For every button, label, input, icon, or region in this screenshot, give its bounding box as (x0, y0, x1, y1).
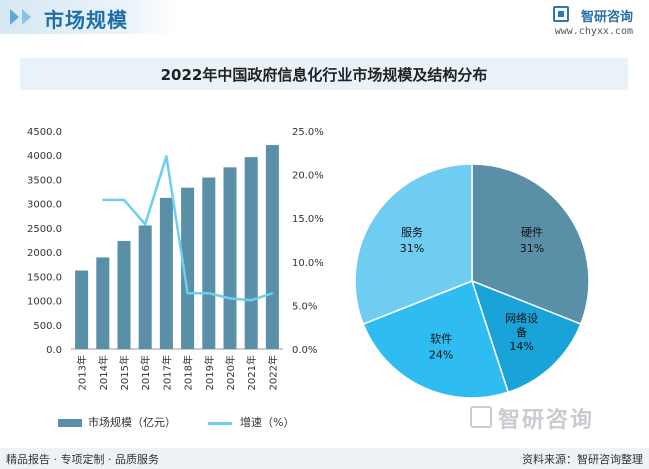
pie-slice-value: 24% (429, 349, 453, 362)
y-right-tick-label: 20.0% (292, 171, 324, 182)
growth-point (144, 223, 146, 226)
growth-point (186, 292, 189, 294)
bar (159, 197, 173, 349)
y-right-tick-label: 15.0% (292, 214, 324, 225)
pie-slice-label: 服务 (401, 226, 423, 239)
y-right-tick-label: 10.0% (292, 258, 324, 269)
growth-point (229, 297, 231, 300)
chevron-right-icon (22, 9, 31, 25)
bar (181, 187, 195, 349)
y-left-tick-label: 4000.0 (27, 151, 62, 162)
bar (202, 177, 216, 349)
growth-point (250, 299, 252, 301)
watermark-text: 智研咨询 (498, 408, 595, 433)
y-left-tick-label: 1000.0 (27, 297, 62, 308)
pie-slice (471, 163, 590, 326)
footer-source: 资料来源：智研咨询整理 (522, 453, 643, 466)
pie-slice-label: 备 (516, 325, 527, 339)
legend-swatch-line (208, 421, 232, 425)
top-header: 市场规模 智研咨询 www.chyxx.com (0, 0, 649, 37)
chart-title: 2022年中国政府信息化行业市场规模及结构分布 (160, 66, 488, 84)
growth-point (271, 292, 274, 294)
x-tick-label: 2016年 (139, 355, 152, 390)
brand-url[interactable]: www.chyxx.com (554, 26, 633, 37)
bar (117, 240, 131, 349)
x-tick-label: 2017年 (160, 355, 173, 390)
bar (138, 225, 152, 349)
pie-slice-label: 硬件 (521, 226, 543, 239)
y-left-tick-label: 2000.0 (27, 248, 62, 259)
legend-label-bar: 市场规模（亿元） (88, 416, 176, 429)
x-tick-label: 2021年 (245, 355, 258, 390)
bar (75, 270, 89, 349)
growth-point (123, 199, 125, 201)
x-tick-label: 2020年 (224, 355, 237, 390)
y-right-tick-label: 0.0% (292, 345, 317, 356)
legend-label-line: 增速（%） (240, 416, 295, 429)
footer: 精品报告 · 专项定制 · 品质服务 资料来源：智研咨询整理 (0, 448, 649, 469)
legend-item-line: 增速（%） (208, 414, 294, 430)
x-tick-label: 2018年 (182, 355, 195, 390)
y-left-tick-label: 3000.0 (27, 200, 62, 211)
x-tick-label: 2022年 (266, 355, 279, 390)
bar (265, 145, 279, 349)
y-left-tick-label: 1500.0 (27, 272, 62, 283)
y-left-tick-label: 500.0 (33, 321, 62, 332)
growth-point (208, 292, 210, 294)
brand-name: 智研咨询 (580, 10, 633, 25)
chevron-right-icon (10, 9, 19, 25)
pie-slice-value: 31% (400, 242, 424, 255)
chart-title-band: 2022年中国政府信息化行业市场规模及结构分布 (20, 58, 628, 90)
y-left-tick-label: 4500.0 (27, 127, 62, 138)
bar (96, 257, 110, 349)
y-left-tick-label: 0.0 (46, 345, 62, 356)
legend-item-bar: 市场规模（亿元） (58, 414, 176, 430)
y-left-tick-label: 3500.0 (27, 175, 62, 186)
pie-slice-value: 14% (509, 340, 533, 353)
y-right-tick-label: 5.0% (292, 301, 317, 312)
growth-point (102, 199, 104, 201)
pie-slice-label: 软件 (430, 332, 452, 346)
growth-point (165, 155, 168, 158)
bar (223, 167, 237, 349)
brand-logo-icon (553, 6, 569, 22)
legend-swatch-bar (58, 419, 82, 427)
y-right-tick-label: 25.0% (292, 127, 324, 138)
x-tick-label: 2019年 (203, 355, 216, 390)
pie-slice-label: 网络设 (505, 311, 538, 325)
bar (244, 157, 258, 349)
x-tick-label: 2013年 (76, 355, 89, 390)
x-tick-label: 2015年 (118, 355, 131, 390)
footer-tagline: 精品报告 · 专项定制 · 品质服务 (6, 453, 159, 466)
page-title: 市场规模 (44, 8, 128, 32)
watermark-logo-icon (470, 406, 492, 428)
pie-slice (354, 163, 473, 326)
y-left-tick-label: 2500.0 (27, 224, 62, 235)
x-tick-label: 2014年 (97, 355, 110, 390)
pie-slice-value: 31% (520, 242, 544, 255)
brand[interactable]: 智研咨询 (533, 6, 633, 25)
